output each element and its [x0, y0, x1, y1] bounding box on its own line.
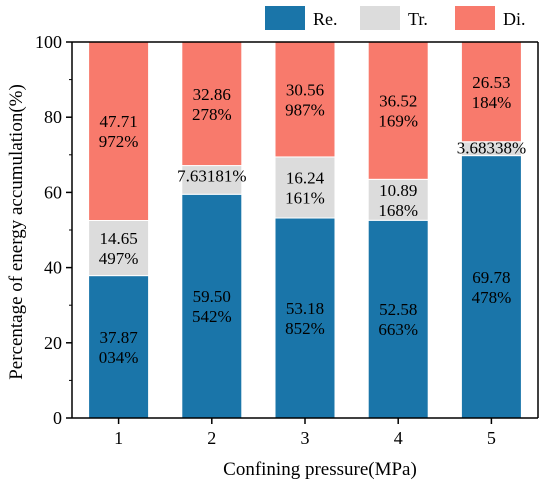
- legend-label-tr: Tr.: [408, 9, 428, 29]
- bar-re-4: [367, 219, 429, 419]
- bar-tr-2: [181, 165, 243, 195]
- bar-di-3: [274, 41, 336, 158]
- data-label: 32.86: [193, 85, 231, 104]
- data-label: 972%: [99, 132, 139, 151]
- data-label: 7.63181%: [177, 167, 246, 186]
- bar-tr-4: [367, 178, 429, 221]
- legend-swatch-re: [265, 6, 305, 30]
- data-label: 52.58: [379, 300, 417, 319]
- legend-swatch-di: [455, 6, 495, 30]
- x-tick-label: 4: [394, 428, 403, 448]
- x-tick-label: 3: [301, 428, 310, 448]
- data-label: 034%: [99, 348, 139, 367]
- data-label: 542%: [192, 307, 232, 326]
- data-label: 37.87: [99, 328, 138, 347]
- data-label: 14.65: [99, 229, 137, 248]
- bar-re-5: [460, 155, 522, 419]
- bar-re-1: [88, 275, 150, 419]
- data-label: 278%: [192, 105, 232, 124]
- legend: Re. Tr. Di.: [265, 6, 526, 30]
- x-tick-label: 1: [114, 428, 123, 448]
- data-label: 478%: [472, 288, 512, 307]
- bar-di-4: [367, 41, 429, 180]
- y-tick-label: 20: [44, 333, 62, 353]
- y-tick-label: 40: [44, 258, 62, 278]
- x-tick-label: 2: [207, 428, 216, 448]
- y-tick-label: 80: [44, 107, 62, 127]
- data-label: 169%: [378, 112, 418, 131]
- bar-di-2: [181, 41, 243, 167]
- x-axis-title: Confining pressure(MPa): [223, 459, 417, 480]
- y-tick-label: 0: [53, 408, 62, 428]
- data-label: 168%: [378, 201, 418, 220]
- legend-label-di: Di.: [503, 9, 526, 29]
- axes: 0 20 40 60 80 100 1 2 3 4 5: [35, 32, 539, 448]
- bar-tr-3: [274, 156, 336, 219]
- bar-tr-1: [88, 220, 150, 277]
- data-label: 47.71: [99, 112, 137, 131]
- bars: [88, 40, 522, 419]
- data-label: 36.52: [379, 92, 417, 111]
- data-label: 69.78: [472, 268, 510, 287]
- y-axis-title: Percentage of energy accumulation(%): [6, 84, 27, 380]
- data-label: 184%: [472, 93, 512, 112]
- data-label: 53.18: [286, 299, 324, 318]
- data-label: 987%: [285, 100, 325, 119]
- data-label: 26.53: [472, 73, 510, 92]
- data-label: 3.68338%: [457, 139, 526, 158]
- data-label: 30.56: [286, 80, 324, 99]
- y-tick-label: 100: [35, 32, 62, 52]
- data-label: 16.24: [286, 168, 325, 187]
- data-label: 663%: [378, 320, 418, 339]
- data-label: 497%: [99, 249, 139, 268]
- x-tick-label: 5: [487, 428, 496, 448]
- bar-di-1: [88, 40, 150, 222]
- data-label: 852%: [285, 319, 325, 338]
- y-tick-label: 60: [44, 182, 62, 202]
- legend-swatch-tr: [360, 6, 400, 30]
- data-label: 161%: [285, 188, 325, 207]
- bar-di-5: [460, 41, 522, 143]
- bar-re-2: [181, 193, 243, 419]
- data-label: 10.89: [379, 181, 417, 200]
- legend-label-re: Re.: [313, 9, 338, 29]
- data-label: 59.50: [193, 287, 231, 306]
